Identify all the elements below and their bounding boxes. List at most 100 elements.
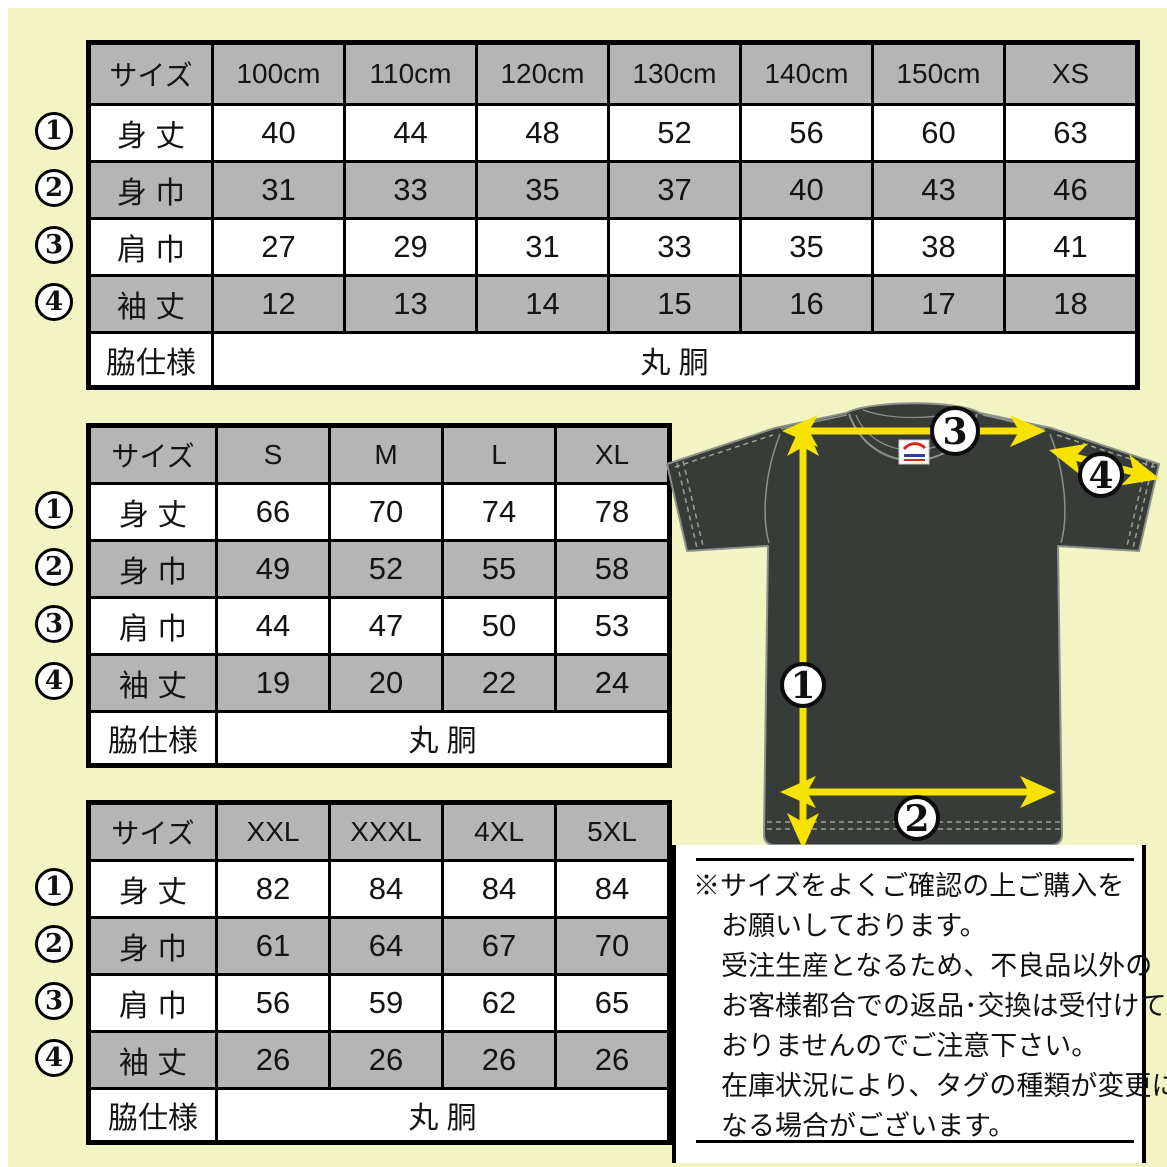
size-value-cell: 70	[328, 482, 444, 542]
size-value-cell: 20	[328, 653, 444, 713]
size-header-cell: 5XL	[554, 801, 671, 862]
size-value-cell: 19	[215, 653, 331, 713]
side-spec-value-cell: 丸 胴	[215, 710, 671, 767]
row-number-badge: 1	[35, 490, 73, 529]
marker-3-label: 3	[942, 411, 967, 453]
marker-4-badge: 4	[1078, 452, 1124, 498]
size-table-adult: サイズ S M L XL 身 丈 66 70 74 78 身 巾 49 52 55 58 肩 巾 44 47 50 5…	[86, 423, 672, 768]
size-header-cell: 130cm	[607, 41, 742, 106]
size-value-cell: 35	[739, 217, 874, 277]
size-value-cell: 26	[328, 1030, 444, 1090]
size-header-cell: XXXL	[328, 801, 444, 862]
size-value-cell: 41	[1003, 217, 1139, 277]
row-label-cell: 身 巾	[87, 539, 218, 599]
row-number-badge: 3	[35, 981, 73, 1020]
notice-line: お客様都合での返品･交換は受付けて	[721, 991, 1167, 1021]
size-header-cell: XXL	[215, 801, 331, 862]
marker-1-label: 1	[790, 665, 815, 707]
size-header-cell: 120cm	[475, 41, 610, 106]
row-number-badge: 1	[35, 111, 73, 150]
size-value-cell: 60	[871, 103, 1006, 163]
size-table-kids: サイズ 100cm 110cm 120cm 130cm 140cm 150cm XS 身 丈 40…	[86, 40, 1140, 390]
size-header-cell: 150cm	[871, 41, 1006, 106]
size-value-cell: 33	[607, 217, 742, 277]
size-value-cell: 64	[328, 916, 444, 976]
size-value-cell: 59	[328, 973, 444, 1033]
size-value-cell: 61	[215, 916, 331, 976]
size-header-label: サイズ	[87, 41, 214, 106]
tshirt-silhouette	[666, 402, 1160, 846]
size-header-cell: L	[441, 424, 557, 485]
row-number-badge: 1	[35, 867, 73, 906]
row-number-badge: 4	[35, 282, 73, 321]
brand-tag	[898, 439, 930, 465]
size-value-cell: 49	[215, 539, 331, 599]
size-value-cell: 52	[607, 103, 742, 163]
shoulder-width-arrow	[782, 415, 1046, 447]
side-spec-value-cell: 丸 胴	[211, 331, 1139, 389]
size-value-cell: 50	[441, 596, 557, 656]
size-value-cell: 67	[441, 916, 557, 976]
size-value-cell: 26	[441, 1030, 557, 1090]
size-value-cell: 44	[343, 103, 478, 163]
notice-line: 受注生産となるため、不良品以外の	[721, 951, 1153, 981]
row-label-cell: 袖 丈	[87, 1030, 218, 1090]
tshirt-diagram: 3 4 1 2	[666, 402, 1160, 849]
row-label-cell: 身 巾	[87, 916, 218, 976]
size-header-cell: M	[328, 424, 444, 485]
size-header-cell: 4XL	[441, 801, 557, 862]
marker-1-badge: 1	[780, 662, 826, 708]
size-value-cell: 52	[328, 539, 444, 599]
notice-frame-bottom	[696, 1140, 1134, 1143]
size-value-cell: 56	[739, 103, 874, 163]
side-spec-label-cell: 脇仕様	[87, 331, 214, 389]
notice-line: お願いしております。	[721, 911, 987, 941]
marker-2-label: 2	[904, 798, 929, 840]
row-label-cell: 身 丈	[87, 103, 214, 163]
size-header-cell: S	[215, 424, 331, 485]
size-table-adult-wrap: サイズ S M L XL 身 丈 66 70 74 78 身 巾 49 52 55 58 肩 巾 44 47 50 5…	[35, 423, 672, 768]
size-header-cell: 110cm	[343, 41, 478, 106]
size-value-cell: 38	[871, 217, 1006, 277]
size-table-kids-wrap: サイズ 100cm 110cm 120cm 130cm 140cm 150cm XS 身 丈 40…	[35, 40, 1140, 390]
size-value-cell: 14	[475, 274, 610, 334]
notice-line: ※サイズをよくご確認の上ご購入を	[693, 871, 1125, 901]
notice-text: ※サイズをよくご確認の上ご購入をお願いしております。受注生産となるため、不良品以…	[693, 866, 1167, 1146]
size-value-cell: 46	[1003, 160, 1139, 220]
notice-box: ※サイズをよくご確認の上ご購入をお願いしております。受注生産となるため、不良品以…	[672, 845, 1167, 1163]
size-value-cell: 26	[554, 1030, 671, 1090]
notice-line: おりませんのでご注意下さい。	[721, 1031, 1099, 1061]
size-value-cell: 27	[211, 217, 346, 277]
size-value-cell: 63	[1003, 103, 1139, 163]
size-value-cell: 37	[607, 160, 742, 220]
size-header-cell: XL	[554, 424, 671, 485]
notice-line: なる場合がございます。	[721, 1111, 1016, 1141]
size-header-cell: 140cm	[739, 41, 874, 106]
notice-frame-left	[672, 845, 676, 1163]
side-spec-label-cell: 脇仕様	[87, 1087, 218, 1144]
size-table-big: サイズ XXL XXXL 4XL 5XL 身 丈 82 84 84 84 身 巾 61 64 67 70 肩 …	[86, 800, 672, 1145]
size-value-cell: 13	[343, 274, 478, 334]
size-value-cell: 56	[215, 973, 331, 1033]
size-value-cell: 17	[871, 274, 1006, 334]
size-value-cell: 84	[328, 859, 444, 919]
size-table-big-wrap: サイズ XXL XXXL 4XL 5XL 身 丈 82 84 84 84 身 巾 61 64 67 70 肩 …	[35, 800, 672, 1145]
size-value-cell: 84	[441, 859, 557, 919]
size-value-cell: 48	[475, 103, 610, 163]
marker-3-badge: 3	[930, 406, 980, 456]
size-value-cell: 65	[554, 973, 671, 1033]
size-value-cell: 16	[739, 274, 874, 334]
row-label-cell: 肩 巾	[87, 596, 218, 656]
size-header-label: サイズ	[87, 801, 218, 862]
size-value-cell: 29	[343, 217, 478, 277]
size-value-cell: 58	[554, 539, 671, 599]
size-value-cell: 43	[871, 160, 1006, 220]
row-number-badge: 3	[35, 604, 73, 643]
size-value-cell: 26	[215, 1030, 331, 1090]
row-label-cell: 身 巾	[87, 160, 214, 220]
size-value-cell: 12	[211, 274, 346, 334]
size-header-label: サイズ	[87, 424, 218, 485]
notice-frame-top	[696, 858, 1134, 861]
size-value-cell: 74	[441, 482, 557, 542]
